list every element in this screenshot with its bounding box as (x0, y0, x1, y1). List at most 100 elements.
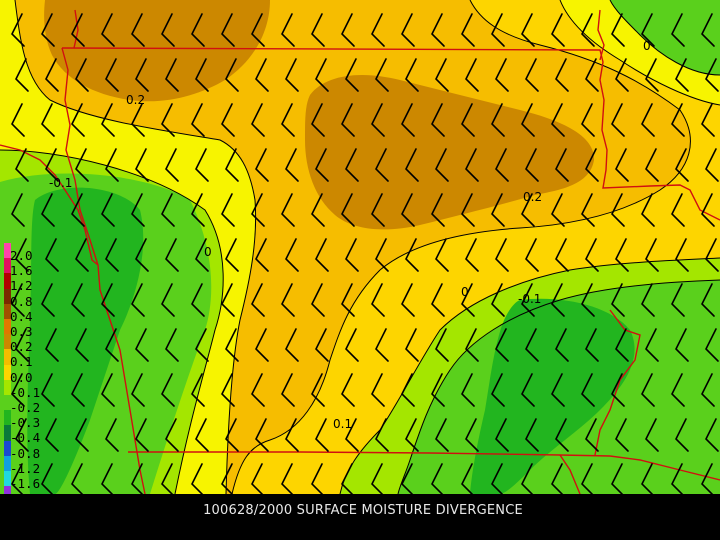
wind-barb (461, 13, 475, 47)
wind-barb (461, 373, 475, 407)
wind-barb (131, 193, 145, 227)
wind-barb (251, 373, 265, 407)
wind-barb (611, 103, 625, 137)
wind-barb (255, 418, 269, 452)
wind-barb (401, 103, 415, 137)
wind-barb (71, 13, 85, 47)
contour-label: 0.2 (523, 190, 542, 204)
wind-barb (375, 58, 389, 92)
wind-barb (405, 238, 419, 272)
wind-barb (405, 148, 419, 182)
wind-barb (611, 13, 625, 47)
wind-barb (431, 373, 445, 407)
wind-barb (701, 13, 715, 47)
wind-barb (75, 328, 89, 362)
wind-barb (701, 373, 715, 407)
wind-barb (465, 418, 479, 452)
wind-barb (135, 238, 149, 272)
wind-barb (75, 148, 89, 182)
wind-barb (705, 328, 719, 362)
wind-barb (71, 373, 85, 407)
wind-barb (75, 238, 89, 272)
wind-barb (251, 193, 265, 227)
wind-barb (585, 418, 599, 452)
wind-barb (701, 103, 715, 137)
wind-barb (551, 193, 565, 227)
wind-barb (371, 283, 385, 317)
wind-barb (431, 103, 445, 137)
wind-barb (555, 148, 569, 182)
wind-barb (251, 103, 265, 137)
wind-barb (675, 148, 689, 182)
wind-barb (551, 103, 565, 137)
wind-barb (221, 193, 235, 227)
wind-barb (641, 463, 654, 494)
legend-label: 2.0 (10, 248, 33, 263)
wind-barb (461, 103, 475, 137)
wind-barb (705, 58, 719, 92)
wind-barb (41, 193, 55, 227)
wind-barb (341, 193, 355, 227)
wind-barb (75, 418, 89, 452)
wind-barb (405, 58, 419, 92)
wind-barb (521, 283, 535, 317)
wind-barb (285, 58, 299, 92)
wind-barb (221, 103, 235, 137)
wind-barb (671, 13, 685, 47)
contour-label: 0 (461, 285, 469, 299)
wind-barb (555, 238, 569, 272)
wind-barb (435, 328, 449, 362)
legend-swatch (4, 440, 11, 457)
wind-barb (701, 193, 715, 227)
wind-barb (311, 193, 325, 227)
wind-barb (645, 58, 659, 92)
wind-barb (41, 103, 55, 137)
legend-label: -0.4 (10, 430, 41, 446)
wind-barb (341, 103, 355, 137)
legend-swatch (4, 379, 11, 396)
wind-barb (15, 148, 29, 182)
wind-barb (371, 13, 385, 47)
wind-barb (615, 148, 629, 182)
wind-barb (225, 148, 239, 182)
wind-barb (75, 58, 89, 92)
wind-barb (41, 463, 54, 494)
wind-barb (71, 463, 84, 494)
wind-barb (701, 463, 714, 494)
wind-barb (585, 328, 599, 362)
wind-barb (671, 193, 685, 227)
wind-barb (371, 373, 385, 407)
wind-barb (405, 418, 419, 452)
wind-barb (165, 418, 179, 452)
wind-barb (705, 418, 719, 452)
wind-barb (45, 238, 59, 272)
wind-barb (525, 58, 539, 92)
contour-lines (0, 0, 720, 494)
wind-barb (281, 283, 295, 317)
wind-barb (525, 418, 539, 452)
wind-barb (645, 238, 659, 272)
wind-barb (281, 463, 294, 494)
wind-barb (611, 193, 625, 227)
wind-barb (161, 13, 175, 47)
legend-label: 0.4 (10, 308, 33, 324)
wind-barb (491, 463, 504, 494)
wind-barb (195, 238, 209, 272)
wind-barb (461, 283, 475, 317)
contour-label-group: 0.2 0.2 0 0 0 -0.1 -0.1 0.1 (49, 39, 651, 431)
contour-label: 0 (643, 39, 651, 53)
wind-barb (555, 58, 569, 92)
wind-barb (585, 58, 599, 92)
wind-barb (221, 13, 235, 47)
wind-barb (551, 283, 565, 317)
wind-barb (311, 373, 325, 407)
contour-label: -0.1 (49, 176, 72, 190)
wind-barb (401, 13, 415, 47)
wind-barb (645, 328, 659, 362)
wind-barb (641, 103, 655, 137)
color-scale-legend: 2.0 1.6 1.2 0.8 0.4 0.3 0.2 0.1 0.0 -0.1 -0.2 -0.3-… (0, 243, 60, 513)
wind-barb (135, 328, 149, 362)
wind-barb (495, 58, 509, 92)
wind-barb (165, 238, 179, 272)
